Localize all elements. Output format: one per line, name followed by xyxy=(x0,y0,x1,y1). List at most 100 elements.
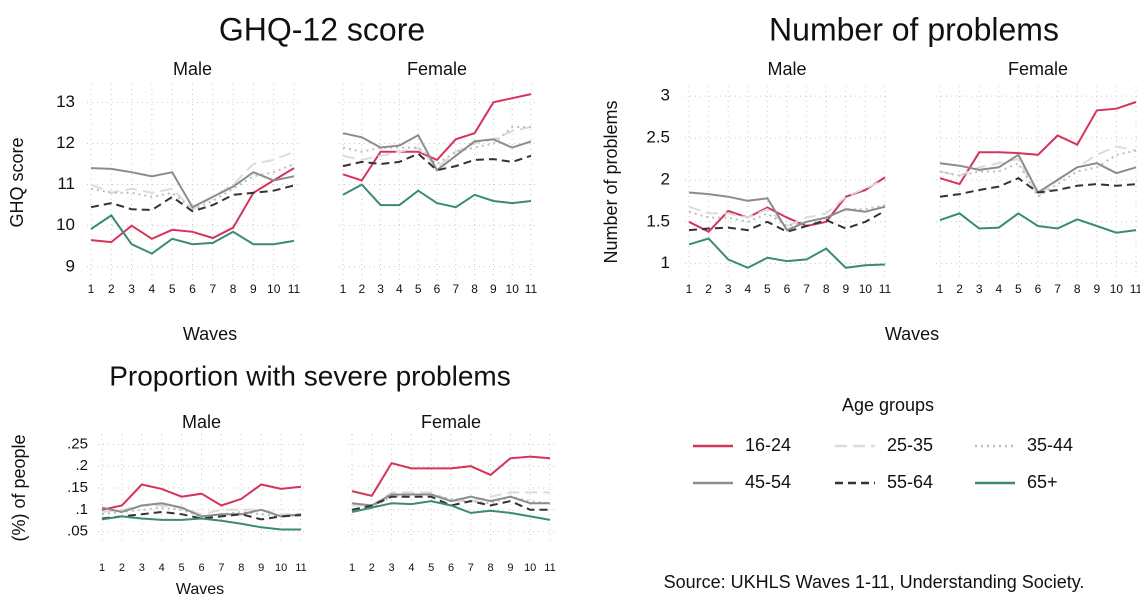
x-tick-label: 9 xyxy=(842,282,849,296)
x-tick-label: 7 xyxy=(452,282,459,296)
x-tick-label: 5 xyxy=(428,562,434,574)
source-note: Source: UKHLS Waves 1-11, Understanding … xyxy=(664,572,1085,592)
x-tick-label: 7 xyxy=(209,282,216,296)
y-tick-label: 3 xyxy=(661,86,670,105)
series-line xyxy=(688,176,886,234)
series-line xyxy=(351,500,551,521)
series-line xyxy=(688,210,886,233)
x-tick-label: 10 xyxy=(267,282,281,296)
x-tick-label: 11 xyxy=(525,282,538,296)
x-tick-label: 3 xyxy=(389,562,395,574)
x-tick-label: 5 xyxy=(1015,282,1022,296)
x-tick-label: 1 xyxy=(686,282,693,296)
y-tick-label: 1.5 xyxy=(646,211,670,230)
x-axis-label: Waves xyxy=(183,324,237,344)
series-line xyxy=(342,93,532,182)
chart-title: GHQ-12 score xyxy=(219,11,425,47)
x-tick-label: 2 xyxy=(358,282,365,296)
legend-label: 35-44 xyxy=(1027,435,1073,455)
x-tick-label: 7 xyxy=(1054,282,1061,296)
y-tick-label: 10 xyxy=(56,215,75,234)
x-tick-label: 8 xyxy=(238,562,244,574)
x-tick-label: 3 xyxy=(128,282,135,296)
x-tick-label: 4 xyxy=(744,282,751,296)
x-axis-label: Waves xyxy=(885,324,939,344)
x-tick-label: 8 xyxy=(230,282,237,296)
panel-title: Female xyxy=(421,412,481,432)
x-tick-label: 2 xyxy=(119,562,125,574)
series-line xyxy=(688,191,886,232)
series-line xyxy=(939,177,1137,198)
x-tick-label: 2 xyxy=(956,282,963,296)
panel-title: Male xyxy=(173,59,212,79)
y-tick-label: 1 xyxy=(661,253,670,272)
x-tick-label: 8 xyxy=(488,562,494,574)
x-tick-label: 3 xyxy=(725,282,732,296)
y-tick-label: .15 xyxy=(67,479,88,496)
x-tick-label: 3 xyxy=(377,282,384,296)
panel-title: Male xyxy=(182,412,221,432)
series-line xyxy=(90,184,295,213)
x-tick-label: 6 xyxy=(784,282,791,296)
x-tick-label: 11 xyxy=(295,562,306,574)
y-tick-label: 11 xyxy=(57,174,75,193)
series-line xyxy=(90,167,295,244)
series-line xyxy=(101,483,302,511)
y-tick-label: 2 xyxy=(661,169,670,188)
x-tick-label: 10 xyxy=(506,282,520,296)
x-tick-label: 11 xyxy=(879,282,892,296)
series-line xyxy=(939,101,1137,186)
x-tick-label: 6 xyxy=(189,282,196,296)
panel-title: Female xyxy=(1008,59,1068,79)
y-tick-label: .05 xyxy=(67,523,88,540)
series-line xyxy=(342,132,532,172)
legend-label: 25-35 xyxy=(887,435,933,455)
chart-title: Number of problems xyxy=(769,11,1059,47)
x-tick-label: 11 xyxy=(1130,282,1140,296)
x-tick-label: 10 xyxy=(859,282,873,296)
series-line xyxy=(939,145,1137,199)
y-tick-label: 12 xyxy=(56,133,75,152)
x-tick-label: 4 xyxy=(408,562,414,574)
legend-label: 65+ xyxy=(1027,472,1058,492)
legend-title: Age groups xyxy=(842,395,934,415)
x-tick-label: 8 xyxy=(1074,282,1081,296)
x-tick-label: 9 xyxy=(250,282,257,296)
x-tick-label: 1 xyxy=(349,562,355,574)
x-tick-label: 7 xyxy=(468,562,474,574)
x-tick-label: 5 xyxy=(415,282,422,296)
y-tick-label: 9 xyxy=(66,256,75,275)
x-tick-label: 10 xyxy=(1110,282,1124,296)
x-tick-label: 10 xyxy=(524,562,536,574)
panel-title: Female xyxy=(407,59,467,79)
x-tick-label: 4 xyxy=(396,282,403,296)
series-line xyxy=(101,502,302,518)
x-tick-label: 7 xyxy=(803,282,810,296)
series-line xyxy=(342,152,532,172)
x-tick-label: 5 xyxy=(169,282,176,296)
y-axis-label: GHQ score xyxy=(7,137,27,227)
x-tick-label: 11 xyxy=(288,282,301,296)
series-line xyxy=(342,183,532,209)
series-line xyxy=(688,178,886,228)
series-line xyxy=(939,149,1137,199)
series-line xyxy=(90,163,295,211)
series-line xyxy=(90,150,295,211)
panel-title: Male xyxy=(767,59,806,79)
series-line xyxy=(90,214,295,255)
series-line xyxy=(351,493,550,507)
y-tick-label: .2 xyxy=(75,457,88,474)
y-axis-label: (%) of people xyxy=(9,434,29,541)
series-line xyxy=(939,212,1137,234)
x-tick-label: 6 xyxy=(434,282,441,296)
x-tick-label: 8 xyxy=(471,282,478,296)
x-tick-label: 3 xyxy=(139,562,145,574)
x-tick-label: 2 xyxy=(369,562,375,574)
x-tick-label: 5 xyxy=(179,562,185,574)
series-line xyxy=(352,491,550,507)
y-axis-label: Number of problems xyxy=(601,100,621,263)
x-tick-label: 9 xyxy=(490,282,497,296)
x-axis-label: Waves xyxy=(176,581,224,598)
x-tick-label: 1 xyxy=(937,282,944,296)
